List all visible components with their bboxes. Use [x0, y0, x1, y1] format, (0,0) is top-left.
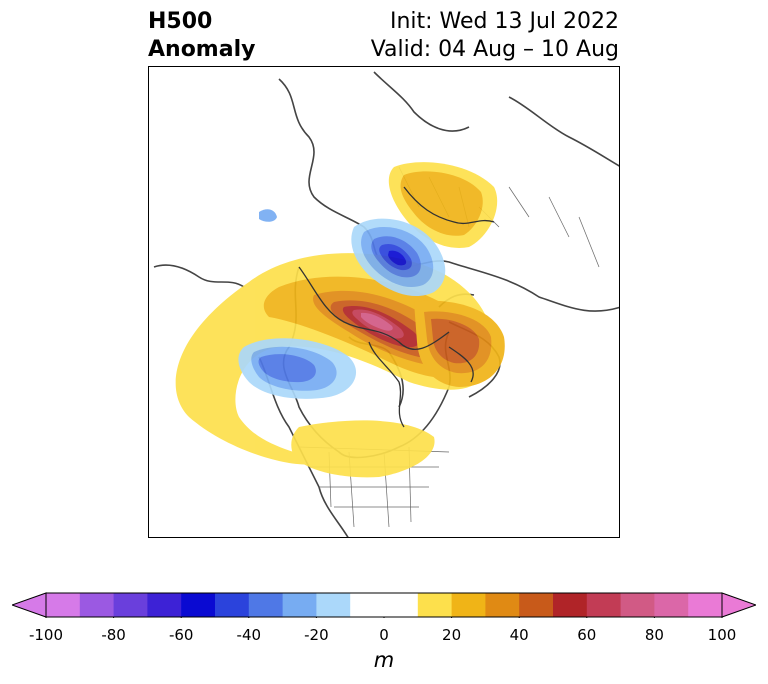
colorbar-tick-label: -60: [168, 626, 194, 644]
colorbar-bin: [113, 593, 148, 617]
map-title-right: Init: Wed 13 Jul 2022 Valid: 04 Aug – 10…: [371, 8, 619, 64]
colorbar-bin: [181, 593, 216, 617]
colorbar-bin: [316, 593, 351, 617]
colorbar-tick-label: -80: [101, 626, 126, 644]
colorbar-tick-label: 80: [644, 626, 664, 644]
map-canvas: [153, 71, 619, 537]
colorbar-bin: [586, 593, 622, 617]
colorbar-tick-label: 0: [379, 626, 389, 644]
colorbar-bin: [248, 593, 284, 617]
colorbar-bin: [620, 593, 655, 617]
colorbar-bin: [688, 593, 723, 617]
colorbar-tick-label: -40: [236, 626, 262, 644]
colorbar-tick-label: 100: [707, 626, 737, 644]
title-variable: H500: [148, 9, 213, 34]
colorbar-bin: [451, 593, 486, 617]
colorbar-bin: [79, 593, 115, 617]
colorbar-bin: [215, 593, 250, 617]
coastline-overlay: [298, 186, 495, 428]
colorbar-bin: [147, 593, 182, 617]
anomaly-map: [148, 66, 620, 538]
colorbar-bin: [553, 593, 588, 617]
colorbar-unit-label: m: [373, 648, 395, 672]
title-field: Anomaly: [148, 37, 256, 62]
colorbar-low-extend: [12, 592, 47, 618]
colorbar-tick-label: -20: [304, 626, 329, 644]
colorbar-tick-label: 40: [509, 626, 529, 644]
colorbar-bin: [384, 593, 419, 617]
map-title-left: H500 Anomaly: [148, 8, 255, 64]
colorbar-bin: [417, 593, 453, 617]
colorbar-bin: [46, 593, 81, 617]
colorbar-tick-label: 20: [442, 626, 462, 644]
colorbar-bin: [350, 593, 385, 617]
init-date: Init: Wed 13 Jul 2022: [389, 9, 619, 34]
colorbar-bin: [519, 593, 554, 617]
colorbar-bin: [654, 593, 689, 617]
colorbar: [12, 592, 756, 618]
colorbar-bin: [282, 593, 317, 617]
colorbar-bin: [485, 593, 520, 617]
colorbar-high-extend: [721, 592, 756, 618]
negative-anomaly-shading: [238, 209, 446, 399]
valid-range: Valid: 04 Aug – 10 Aug: [370, 37, 619, 62]
positive-anomaly-shading: [175, 162, 505, 478]
colorbar-tick-label: -100: [28, 626, 64, 644]
colorbar-tick-label: 60: [577, 626, 597, 644]
